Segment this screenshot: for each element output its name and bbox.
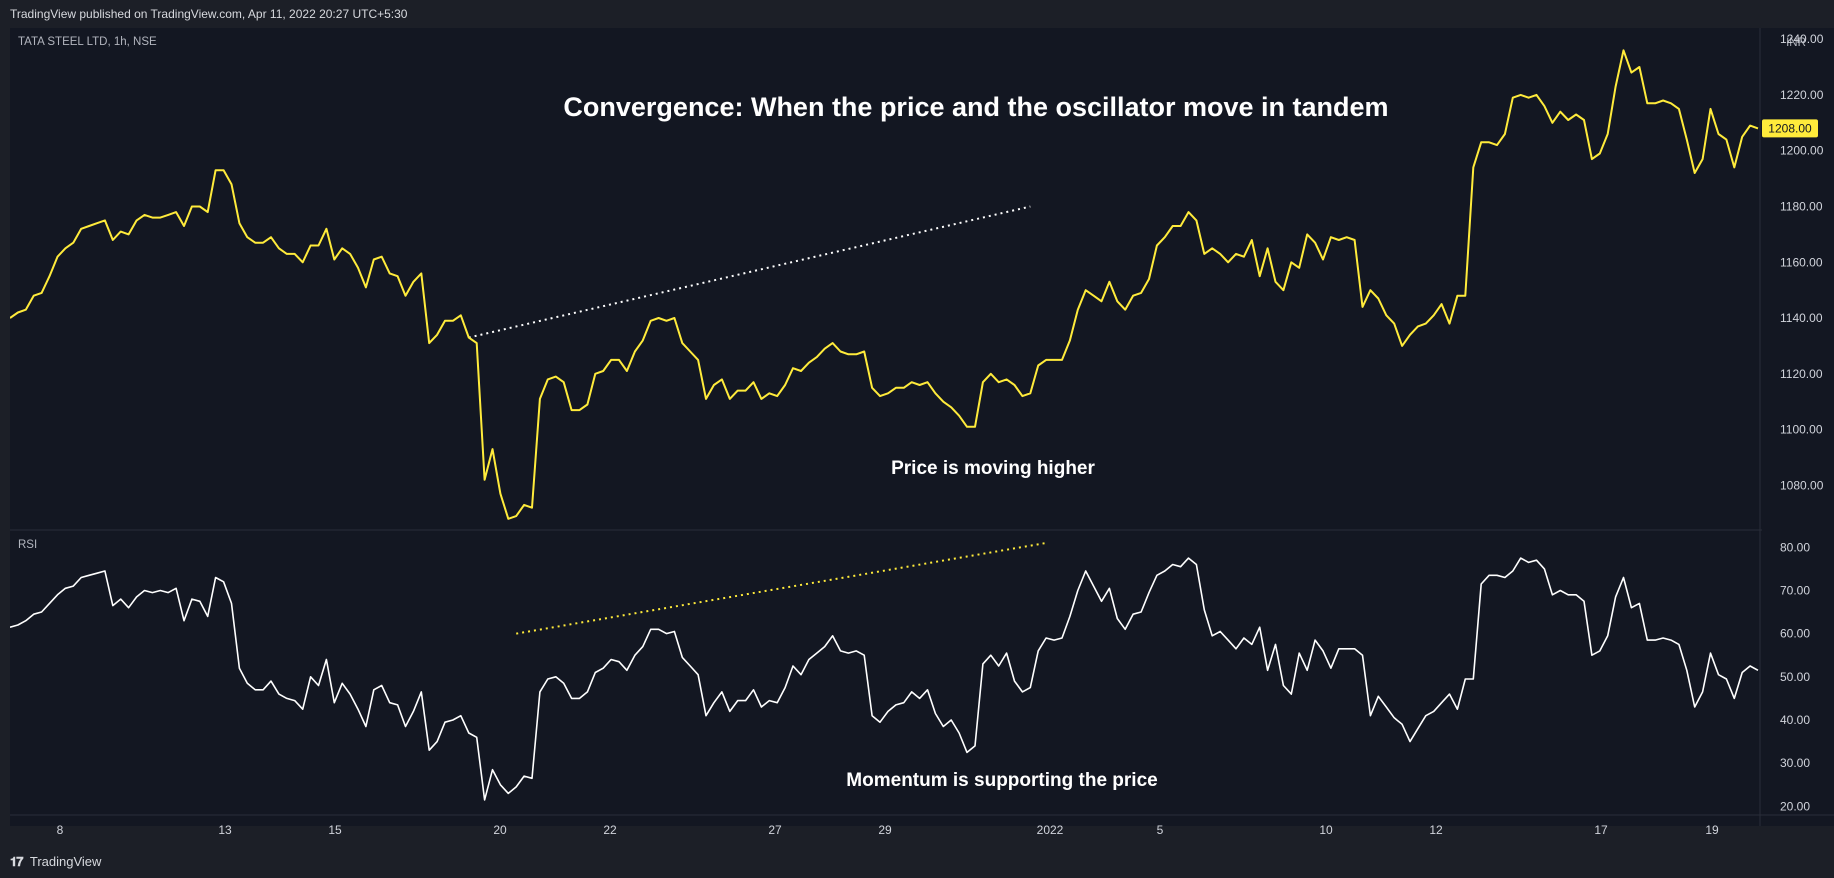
time-axis-tick-2: 15 [328,823,342,837]
rsi-axis-tick-3: 50.00 [1780,670,1810,684]
price-trendline[interactable] [468,205,1031,339]
time-axis-tick-10: 12 [1429,823,1443,837]
publish-info: TradingView published on TradingView.com… [0,0,1834,28]
chart[interactable]: TATA STEEL LTD, 1h, NSE INR RSI Converge… [10,28,1834,850]
price-axis-tick-6: 1120.00 [1780,367,1823,381]
time-axis: 8 13 15 20 22 27 29 2022 5 10 12 17 19 [57,823,1719,837]
rsi-axis: 80.00 70.00 60.00 50.00 40.00 30.00 20.00 [1780,540,1810,813]
time-axis-tick-5: 27 [768,823,782,837]
time-axis-tick-11: 17 [1594,823,1608,837]
footer-brand: TradingView [29,854,102,869]
time-axis-tick-3: 20 [493,823,507,837]
time-axis-tick-0: 8 [57,823,64,837]
price-axis-tick-4: 1160.00 [1780,255,1823,269]
last-price-badge: 1208.00 [1762,119,1818,138]
tradingview-logo-icon: 𝟏𝟕 [10,854,24,869]
price-axis-tick-1: 1220.00 [1780,88,1824,102]
time-axis-tick-7: 2022 [1037,823,1064,837]
time-axis-tick-9: 10 [1319,823,1333,837]
rsi-series-line [10,557,1759,801]
currency-label: INR [1786,37,1806,49]
rsi-label: RSI [18,539,37,551]
chart-background [10,28,1834,826]
rsi-axis-tick-4: 40.00 [1780,713,1810,727]
rsi-axis-tick-6: 20.00 [1780,799,1810,813]
price-axis-tick-0: 1240.00 [1780,32,1824,46]
time-axis-tick-6: 29 [878,823,892,837]
last-price-value: 1208.00 [1768,121,1812,135]
price-axis-tick-2: 1200.00 [1780,144,1824,158]
footer: 𝟏𝟕 TradingView [0,850,1834,878]
publish-info-text: TradingView published on TradingView.com… [10,7,408,21]
time-axis-tick-1: 13 [218,823,232,837]
price-series-line [10,49,1759,520]
time-axis-tick-4: 22 [603,823,617,837]
chart-title: Convergence: When the price and the osci… [563,92,1388,122]
time-axis-tick-8: 5 [1157,823,1164,837]
time-axis-tick-12: 19 [1705,823,1719,837]
price-axis-tick-3: 1180.00 [1780,199,1823,213]
rsi-axis-tick-2: 60.00 [1780,627,1810,641]
price-axis: 1240.00 1220.00 1200.00 1180.00 1160.00 1140.… [1780,32,1824,492]
rsi-annotation: Momentum is supporting the price [846,770,1157,791]
rsi-axis-tick-1: 70.00 [1780,583,1810,597]
price-annotation: Price is moving higher [891,458,1095,479]
price-axis-tick-7: 1100.00 [1780,423,1823,437]
price-axis-tick-5: 1140.00 [1780,311,1823,325]
price-axis-tick-8: 1080.00 [1780,478,1824,492]
rsi-axis-tick-0: 80.00 [1780,540,1810,554]
rsi-axis-tick-5: 30.00 [1780,756,1810,770]
symbol-label: TATA STEEL LTD, 1h, NSE [18,36,157,48]
